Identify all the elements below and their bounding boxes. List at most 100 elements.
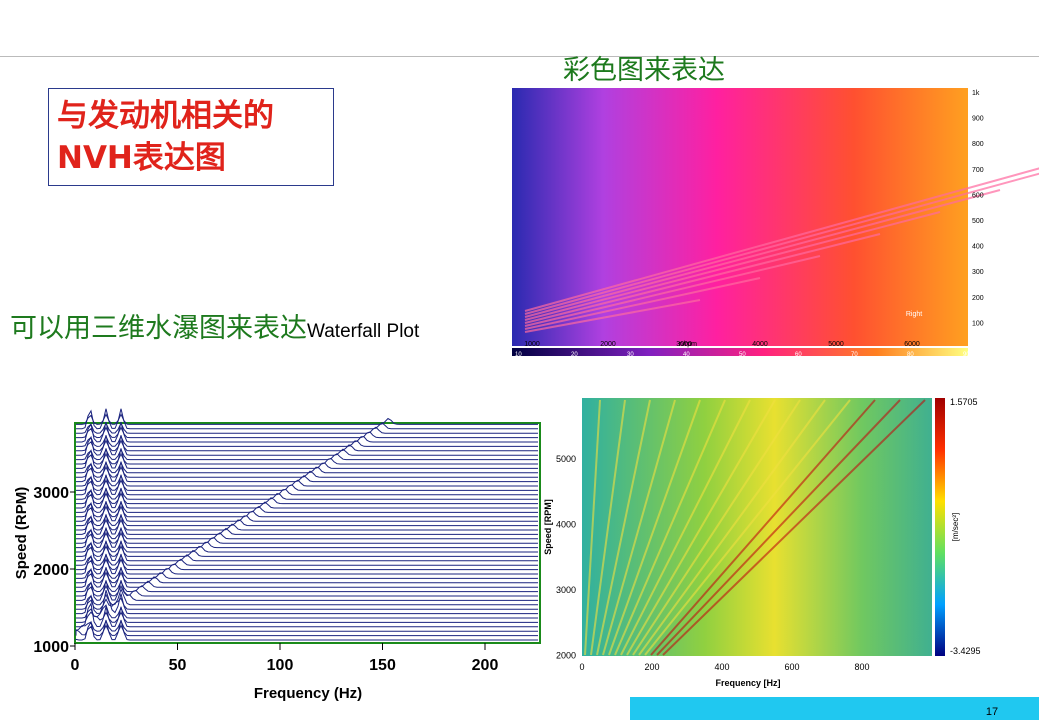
footer-bar — [630, 697, 1039, 720]
waterfall-trace — [76, 540, 538, 562]
waterfall-trace — [76, 518, 538, 531]
tick-label: 300 — [972, 269, 984, 276]
x-tick-label: 400 — [714, 662, 729, 672]
waterfall-trace — [76, 408, 538, 430]
y-axis-label: Speed [RPM] — [543, 499, 553, 555]
waterfall-trace — [76, 527, 538, 540]
marker-label: Right — [906, 311, 922, 318]
waterfall-trace — [76, 492, 538, 505]
x-tick-label: 50 — [169, 657, 187, 674]
x-tick-label: 0 — [579, 662, 584, 672]
tick-label: 400 — [972, 244, 984, 251]
x-tick-label: 800 — [854, 662, 869, 672]
order-line — [656, 399, 901, 656]
waterfall-trace — [76, 448, 538, 461]
order-line — [590, 399, 626, 656]
waterfall-trace — [76, 545, 538, 557]
title-box: 与发动机相关的 NVH表达图 — [48, 88, 334, 186]
y-tick-label: 2000 — [556, 651, 576, 661]
waterfall-trace — [76, 448, 538, 469]
waterfall-trace — [76, 426, 538, 439]
tick-label: 200 — [972, 295, 984, 302]
y-tick-label: 5000 — [556, 454, 576, 464]
caption-cn: 可以用三维水瀑图来表达 — [10, 313, 307, 344]
y-tick-label: 3000 — [556, 585, 576, 595]
waterfall-frame — [74, 422, 541, 644]
tick-label: 3000 — [676, 341, 692, 348]
y-tick-label: 4000 — [556, 520, 576, 530]
waterfall-trace — [76, 604, 538, 619]
waterfall-trace — [76, 553, 538, 575]
order-line — [524, 277, 761, 330]
waterfall-trace — [76, 580, 538, 601]
order-line — [608, 399, 701, 656]
waterfall-trace — [75, 620, 538, 632]
tick-label: 40 — [683, 352, 690, 358]
y-tick-label: 3000 — [33, 485, 69, 502]
order-line — [638, 399, 826, 656]
tick-label: 6000 — [904, 341, 920, 348]
x-tick-label: 0 — [71, 657, 80, 674]
color-scale — [935, 398, 945, 656]
waterfall-trace — [76, 466, 538, 478]
tick-label: 1k — [972, 90, 980, 97]
waterfall-trace — [76, 461, 538, 474]
order-line — [662, 399, 926, 656]
x-tick-label: 200 — [472, 657, 499, 674]
waterfall-trace — [76, 514, 538, 535]
y-axis-label: Speed (RPM) — [13, 487, 30, 580]
order-line — [650, 399, 876, 656]
scale-unit: [m/sec²] — [951, 513, 960, 541]
tick-label: 60 — [795, 352, 802, 358]
waterfall-trace — [76, 435, 538, 447]
color-map — [582, 398, 932, 656]
waterfall-trace — [76, 567, 538, 579]
waterfall-trace — [76, 461, 538, 483]
tick-label: 20 — [571, 352, 578, 358]
waterfall-trace — [75, 624, 538, 637]
waterfall-trace — [76, 439, 538, 452]
title-line: NVH表达图 — [57, 140, 226, 176]
x-axis-label: Frequency [Hz] — [715, 678, 780, 688]
waterfall-trace — [76, 514, 538, 527]
waterfall-trace — [76, 554, 538, 566]
x-tick-label: 150 — [369, 657, 396, 674]
scale-label: -3.4295 — [950, 646, 981, 656]
order-line — [524, 299, 701, 333]
waterfall-trace — [76, 435, 538, 456]
waterfall-trace — [76, 501, 538, 513]
tick-label: 900 — [972, 116, 984, 123]
order-line — [524, 233, 881, 324]
waterfall-trace — [76, 527, 538, 549]
scale-label: 1.5705 — [950, 397, 978, 407]
tick-label: 600 — [972, 192, 984, 199]
order-line — [524, 167, 1039, 312]
x-tick-label: 200 — [644, 662, 659, 672]
waterfall-trace — [76, 540, 538, 553]
caption: 彩色图来表达 — [563, 55, 725, 86]
x-axis-label: Frequency (Hz) — [254, 685, 362, 702]
tick-label: 1000 — [524, 341, 540, 348]
tick-label: 50 — [739, 352, 746, 358]
order-line — [644, 399, 851, 656]
waterfall-trace — [76, 452, 538, 465]
waterfall-trace — [76, 558, 538, 571]
order-line — [632, 399, 801, 656]
tick-label: 70 — [851, 352, 858, 358]
tick-label: 90 — [963, 352, 970, 358]
axis-label: n/rpm — [679, 341, 697, 348]
order-line — [626, 399, 776, 656]
order-line — [524, 172, 1039, 315]
y-tick-label: 1000 — [33, 639, 69, 656]
order-line — [620, 399, 751, 656]
tick-label: 500 — [972, 218, 984, 225]
waterfall-trace — [76, 602, 538, 628]
header-rule — [0, 56, 1039, 57]
waterfall-trace — [76, 587, 538, 606]
waterfall-traces — [75, 408, 538, 641]
waterfall-trace — [76, 422, 538, 434]
tick-label: 80 — [907, 352, 914, 358]
waterfall-trace — [75, 619, 538, 641]
waterfall-trace — [76, 597, 538, 610]
